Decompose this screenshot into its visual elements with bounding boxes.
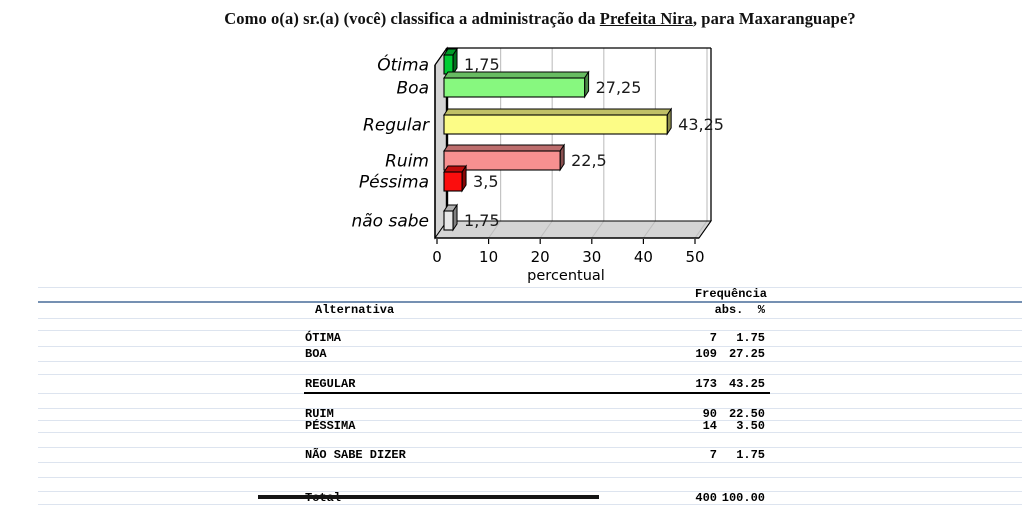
row-pct-value: 1.75 bbox=[736, 448, 765, 462]
row-abs-value: 7 bbox=[709, 448, 717, 462]
row-emphasis-underline bbox=[304, 392, 770, 394]
bar-péssima bbox=[443, 164, 467, 193]
frequency-group-label: Frequência bbox=[694, 287, 767, 301]
row-pct-value: 3.50 bbox=[736, 419, 765, 433]
x-tick-label: 20 bbox=[531, 248, 550, 266]
row-label: REGULAR bbox=[305, 377, 356, 391]
chart-title: Como o(a) sr.(a) (você) classifica a adm… bbox=[56, 9, 1024, 29]
row-abs-value: 173 bbox=[695, 377, 717, 391]
row-abs-value: 14 bbox=[702, 419, 717, 433]
x-tick-label: 10 bbox=[479, 248, 498, 266]
x-tick-label: 30 bbox=[582, 248, 601, 266]
table-group-header-row: Frequência bbox=[38, 287, 1022, 303]
next-section-border bbox=[258, 495, 599, 499]
bar-value-label: 43,25 bbox=[678, 115, 724, 134]
floor-gridline bbox=[488, 220, 502, 239]
table-column-header-row: Alternativa abs. % bbox=[38, 303, 1022, 319]
table-row: BOA 109 27.25 bbox=[38, 347, 1022, 362]
table-spacer-row bbox=[38, 433, 1022, 448]
row-label: ÓTIMA bbox=[305, 331, 342, 345]
bar-boa bbox=[443, 70, 590, 99]
table-row: RUIM 90 22.50 bbox=[38, 407, 1022, 421]
table-spacer-row bbox=[38, 463, 1022, 478]
row-pct-value: 43.25 bbox=[728, 377, 765, 391]
x-axis-label: percentual bbox=[527, 268, 605, 284]
row-pct-value: 100.00 bbox=[721, 491, 765, 505]
bar-value-label: 27,25 bbox=[596, 78, 642, 97]
category-label: Péssima bbox=[359, 173, 429, 193]
bar-ruim bbox=[443, 143, 566, 172]
bar-value-label: 1,75 bbox=[464, 211, 500, 230]
chart-title-suffix: , para Maxaranguape? bbox=[692, 9, 856, 28]
row-label: NÃO SABE DIZER bbox=[305, 448, 406, 462]
table-row: NÃO SABE DIZER 7 1.75 bbox=[38, 448, 1022, 463]
table-row: REGULAR 173 43.25 bbox=[38, 375, 1022, 394]
row-label: PÉSSIMA bbox=[305, 419, 356, 433]
table-spacer-row bbox=[38, 478, 1022, 492]
floor-gridline bbox=[539, 220, 553, 239]
chart-title-prefix: Como o(a) sr.(a) (você) classifica a adm… bbox=[224, 9, 600, 28]
column-header-alternativa: Alternativa bbox=[315, 303, 395, 317]
row-abs-value: 7 bbox=[709, 331, 717, 345]
bar-value-label: 22,5 bbox=[571, 151, 607, 170]
floor-gridline bbox=[642, 220, 656, 239]
row-label: BOA bbox=[305, 347, 327, 361]
x-tick-label: 0 bbox=[432, 248, 442, 266]
table-spacer-row bbox=[38, 319, 1022, 331]
category-label: Ótima bbox=[377, 54, 429, 76]
category-label: não sabe bbox=[351, 212, 429, 232]
row-pct-value: 1.75 bbox=[736, 331, 765, 345]
row-abs-value: 400 bbox=[695, 491, 717, 505]
bar-chart: 1,75 Ótima 27,25 Boa 43,25 Regular 22,5 Ruim 3,5… bbox=[351, 46, 724, 284]
bar-regular bbox=[443, 107, 673, 136]
floor-gridline bbox=[591, 220, 605, 239]
category-label: Ruim bbox=[385, 152, 429, 172]
category-label: Regular bbox=[363, 116, 430, 136]
chart-title-emphasis: Prefeita Nira bbox=[599, 9, 693, 28]
column-header-abs-pct: abs. % bbox=[714, 303, 765, 317]
frequency-table: Frequência Alternativa abs. % ÓTIMA 7 1.75 BOA… bbox=[38, 287, 1022, 505]
x-tick-label: 50 bbox=[685, 248, 704, 266]
table-spacer-row bbox=[38, 394, 1022, 409]
floor-gridline bbox=[694, 220, 708, 239]
row-pct-value: 22.50 bbox=[728, 407, 765, 421]
row-pct-value: 27.25 bbox=[728, 347, 765, 361]
table-spacer-row bbox=[38, 362, 1022, 375]
row-abs-value: 90 bbox=[702, 407, 717, 421]
row-label: RUIM bbox=[305, 407, 334, 421]
bar-ótima bbox=[443, 47, 458, 76]
x-tick-label: 40 bbox=[634, 248, 653, 266]
category-label: Boa bbox=[397, 79, 429, 99]
bar-value-label: 1,75 bbox=[464, 55, 500, 74]
row-abs-value: 109 bbox=[695, 347, 717, 361]
bar-não-sabe bbox=[443, 203, 458, 232]
bar-value-label: 3,5 bbox=[473, 172, 498, 191]
table-row: PÉSSIMA 14 3.50 bbox=[38, 419, 1022, 433]
table-row: ÓTIMA 7 1.75 bbox=[38, 331, 1022, 347]
